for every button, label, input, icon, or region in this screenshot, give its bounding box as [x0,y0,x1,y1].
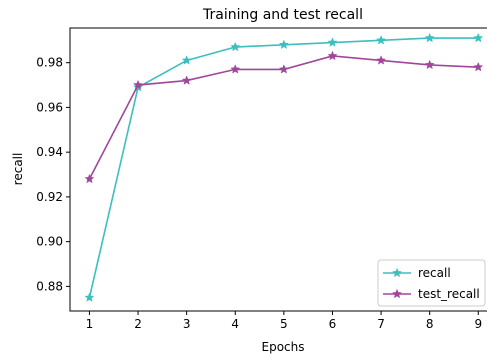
data-point [181,75,192,85]
legend-item-test-recall: test_recall [383,287,480,301]
series-recall [84,32,484,302]
series-layer [84,32,484,302]
x-tick-label: 5 [280,317,288,331]
data-point [230,64,241,74]
data-point [278,64,289,74]
data-point [376,55,387,65]
series-line [88,55,479,180]
data-point [133,79,144,90]
data-point [181,55,192,65]
x-axis-label: Epochs [262,340,305,354]
x-tick-label: 6 [329,317,337,331]
y-tick-label: 0.92 [36,190,63,204]
legend: recall test_recall [377,259,486,307]
data-point [473,32,484,43]
data-point [327,37,338,47]
x-tick-label: 4 [231,317,239,331]
legend-marker [391,288,403,299]
y-tick-label: 0.90 [36,235,63,249]
legend-item-recall: recall [383,266,451,280]
legend-marker [391,267,403,278]
data-point [424,32,435,43]
data-point [84,173,95,184]
x-tick-label: 9 [474,317,482,331]
series-test-recall [84,50,484,184]
legend-label: test_recall [418,287,480,301]
data-point [230,41,241,52]
x-tick-label: 8 [426,317,434,331]
x-tick-label: 7 [377,317,385,331]
y-axis: 0.88 0.90 0.92 0.94 0.96 0.98 [36,56,70,293]
plot-area [69,27,487,312]
data-point [327,50,338,61]
x-tick-label: 1 [86,317,94,331]
x-tick-label: 3 [183,317,191,331]
x-tick-label: 2 [134,317,142,331]
series-line [88,37,479,298]
x-axis: 1 2 3 4 5 6 7 8 9 [86,311,482,331]
data-point [424,59,435,70]
chart-title: Training and test recall [202,7,363,23]
y-tick-label: 0.96 [36,100,63,114]
y-axis-label: recall [11,153,25,186]
y-tick-label: 0.88 [36,279,63,293]
data-point [473,61,484,72]
legend-label: recall [418,266,451,280]
data-point [84,292,95,302]
data-point [376,35,387,45]
y-tick-label: 0.98 [36,56,63,70]
y-tick-label: 0.94 [36,145,63,159]
data-point [278,39,289,50]
